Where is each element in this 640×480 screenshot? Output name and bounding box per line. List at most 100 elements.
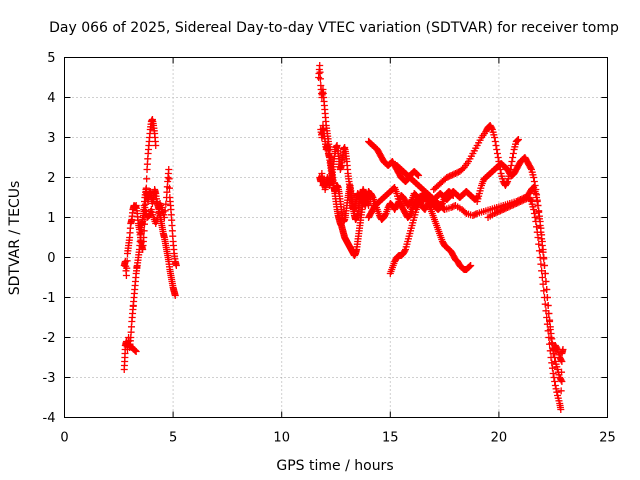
data-point: [514, 136, 522, 144]
data-point: [557, 356, 565, 364]
data-point: [535, 207, 543, 215]
data-point: [532, 218, 540, 225]
y-tick-label: 5: [47, 51, 55, 66]
data-point: [551, 378, 559, 385]
data-point: [503, 179, 511, 187]
data-point: [316, 62, 324, 69]
data-point: [141, 204, 149, 211]
data-point: [558, 378, 566, 385]
data-point: [162, 200, 170, 208]
data-point: [531, 214, 539, 221]
data-point: [537, 224, 545, 232]
data-point: [541, 270, 549, 277]
data-point: [541, 262, 549, 269]
data-point: [316, 68, 324, 76]
data-point: [534, 202, 542, 209]
data-point: [467, 262, 475, 269]
data-point: [558, 368, 566, 376]
data-point: [129, 302, 137, 310]
data-point: [530, 178, 538, 185]
x-tick-label: 15: [382, 431, 399, 446]
y-tick-label: -2: [43, 331, 56, 346]
data-point: [466, 262, 474, 270]
data-point: [123, 264, 131, 272]
y-tick-label: -1: [43, 291, 56, 306]
data-point: [448, 190, 456, 198]
data-point: [165, 166, 173, 173]
data-point: [538, 267, 546, 275]
axis-ticks: 0 5 10 15 20 25 -4 -3 -2 -1 0 1 2 3 4 5: [43, 51, 616, 446]
data-point: [533, 223, 541, 231]
data-point: [495, 158, 503, 165]
data-marks: [120, 62, 567, 413]
data-point: [543, 314, 551, 321]
data-point: [491, 134, 499, 141]
data-point: [491, 138, 499, 145]
data-point: [140, 234, 148, 241]
data-point: [530, 174, 538, 181]
data-point: [143, 175, 151, 183]
data-point: [535, 247, 543, 255]
data-point: [152, 142, 160, 149]
data-point: [543, 320, 551, 328]
data-point: [513, 137, 521, 145]
data-point: [550, 374, 558, 381]
data-point: [538, 238, 546, 245]
data-point: [541, 300, 549, 308]
data-point: [548, 359, 556, 367]
data-point: [139, 216, 147, 223]
x-axis-title: GPS time / hours: [276, 458, 393, 474]
data-point: [553, 344, 561, 352]
data-point: [558, 358, 566, 365]
data-point: [539, 280, 547, 288]
data-point: [368, 192, 376, 200]
data-point: [142, 184, 150, 192]
data-point: [551, 382, 559, 389]
data-point: [506, 170, 514, 177]
data-point: [534, 234, 542, 241]
data-point: [538, 274, 546, 281]
y-tick-label: 3: [47, 131, 55, 146]
data-point: [423, 194, 430, 202]
data-point: [535, 212, 543, 220]
data-point: [530, 206, 538, 213]
data-point: [492, 142, 500, 149]
series-track-c: [126, 166, 180, 355]
y-tick-label: -3: [43, 371, 56, 386]
data-point: [316, 75, 324, 83]
data-point: [415, 172, 423, 179]
x-tick-label: 20: [491, 431, 508, 446]
data-point: [553, 388, 561, 396]
series-track-m: [430, 122, 522, 193]
y-tick-label: -4: [43, 411, 56, 426]
data-point: [527, 164, 535, 172]
data-point: [155, 209, 163, 217]
x-tick-label: 25: [599, 431, 616, 446]
data-point: [509, 154, 517, 161]
plot-frame: [64, 57, 608, 418]
data-point: [154, 214, 162, 221]
data-point: [127, 343, 135, 351]
y-tick-label: 2: [47, 171, 55, 186]
data-point: [414, 171, 422, 179]
data-point: [449, 192, 457, 199]
y-tick-label: 1: [47, 211, 55, 226]
data-point: [160, 214, 168, 221]
data-point: [509, 150, 517, 157]
data-point: [126, 342, 134, 350]
data-point: [535, 240, 543, 248]
data-point: [401, 247, 409, 255]
data-point: [472, 210, 480, 218]
data-point: [123, 257, 131, 265]
y-tick-label: 0: [47, 251, 55, 266]
data-point: [533, 228, 541, 236]
data-point: [140, 227, 148, 235]
data-point: [530, 210, 538, 217]
data-point: [493, 150, 501, 157]
y-axis-title: SDTVAR / TECUs: [7, 181, 23, 296]
data-point: [537, 260, 545, 268]
x-tick-label: 10: [273, 431, 290, 446]
data-point: [488, 124, 496, 132]
data-point: [538, 231, 546, 239]
